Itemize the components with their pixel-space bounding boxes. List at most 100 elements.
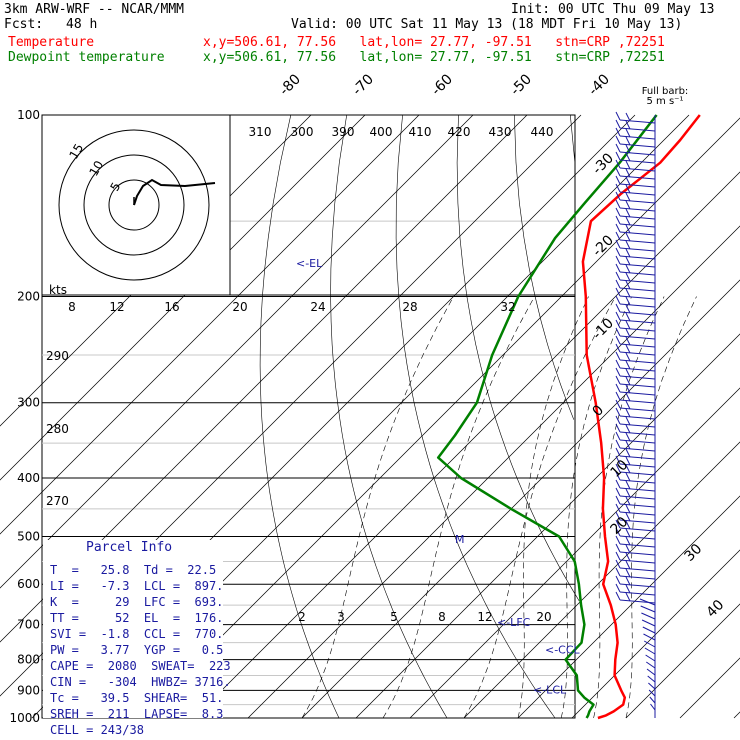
bearing-label: 280 (46, 422, 69, 436)
wind-scale-label: kts (49, 283, 67, 297)
moist-adiabat-line (625, 296, 697, 719)
isotherm-label: 40 (704, 597, 728, 621)
moist-adiabat-line (301, 296, 454, 719)
isotherm-label: -40 (586, 71, 613, 98)
wind-scale-label: 28 (402, 300, 417, 314)
wind-barb (615, 343, 656, 356)
wind-barb (615, 151, 656, 164)
isotherm-line (0, 114, 420, 535)
wind-barb (615, 215, 656, 228)
wind-scale-label: 20 (232, 300, 247, 314)
parcel-info-row: SREH = 211 LAPSE= 8.3 (50, 707, 224, 721)
wind-barb (615, 415, 656, 428)
wind-barb (615, 471, 656, 484)
wind-barb (615, 175, 656, 188)
wind-scale-label: 8 (68, 300, 76, 314)
wind-barb (615, 391, 656, 404)
wind-barb (643, 640, 656, 648)
wind-barb (615, 231, 656, 244)
wind-barb (615, 567, 656, 580)
wind-barb (615, 271, 656, 284)
dry-adiabat-line (330, 114, 448, 719)
wind-barb (615, 239, 656, 252)
wind-barb (615, 207, 656, 220)
wind-barb (615, 583, 656, 596)
wind-barb (615, 455, 656, 468)
wind-barb (615, 487, 656, 500)
pressure-label: 500 (17, 529, 40, 543)
wind-barb (615, 479, 656, 492)
wind-barb (615, 367, 656, 380)
isotherm-line (139, 117, 740, 719)
temperature-legend-info: x,y=506.61, 77.56 lat,lon= 27.77, -97.51… (203, 35, 665, 50)
isotherm-label: -50 (508, 71, 535, 98)
wind-barb (615, 119, 656, 132)
wind-barb (615, 327, 656, 340)
hodograph-ring-label: 10 (86, 158, 106, 178)
wind-barb (615, 407, 656, 420)
pressure-label: 400 (17, 471, 40, 485)
isotherm-line (517, 495, 740, 719)
moist-adiabat-line (593, 296, 665, 719)
wind-barb (615, 135, 656, 148)
isotherm-label: -70 (350, 71, 377, 98)
wind-scale-label: 24 (310, 300, 325, 314)
barb-legend-units: 5 m s⁻¹ (647, 96, 684, 107)
theta-label: 410 (409, 125, 432, 139)
theta-label: 440 (531, 125, 554, 139)
wind-scale-label: 32 (500, 300, 515, 314)
wind-barb (644, 647, 656, 655)
wind-barb (615, 167, 656, 180)
wind-barb (615, 431, 656, 444)
hodograph-ring (58, 129, 210, 281)
hodograph-ring (83, 154, 185, 256)
wind-barb (642, 626, 656, 634)
parcel-panel-bg (43, 540, 223, 718)
wind-barb (643, 633, 656, 641)
parcel-info-row: PW = 3.77 YGP = 0.5 (50, 643, 224, 657)
pressure-label: 100 (17, 108, 40, 122)
parcel-info-row: LI = -7.3 LCL = 897. (50, 579, 224, 593)
wind-barb (615, 399, 656, 412)
pressure-label: 1000 (9, 711, 40, 725)
wind-barb (647, 675, 656, 683)
isotherm-line (679, 657, 740, 719)
bearing-label: 290 (46, 349, 69, 363)
dry-adiabat-line (570, 114, 576, 163)
level-marker: <-LCL (533, 684, 567, 697)
temperature-profile (581, 114, 701, 720)
wind-barb (645, 654, 656, 662)
hodograph-ring-label: 15 (66, 141, 86, 161)
theta-label: 390 (332, 125, 355, 139)
wind-barb (649, 696, 656, 704)
hodograph-trace (133, 178, 216, 206)
pressure-label: 300 (17, 396, 40, 410)
parcel-info-row: SVI = -1.8 CCL = 770. (50, 627, 224, 641)
wind-barb (615, 295, 656, 308)
wind-barb (615, 223, 656, 236)
wind-barb (615, 559, 656, 572)
wind-barb (615, 375, 656, 388)
wind-barb (615, 503, 656, 516)
dewpoint-legend-label: Dewpoint temperature (8, 50, 165, 65)
mixing-ratio-label: 2 (298, 610, 306, 624)
dewpoint-profile (436, 114, 658, 719)
parcel-info-row: K = 29 LFC = 693. (50, 595, 224, 609)
theta-label: 300 (291, 125, 314, 139)
isotherm-label: -30 (590, 150, 617, 177)
level-marker: <-CCL (545, 644, 581, 657)
isotherm-label: 0 (590, 402, 608, 420)
isotherm-line (463, 441, 740, 719)
level-marker: <-LFC (497, 616, 531, 629)
wind-barb (615, 191, 656, 204)
level-marker: <-EL (296, 257, 323, 270)
parcel-info-row: CELL = 243/38 (50, 723, 144, 737)
theta-label: 400 (370, 125, 393, 139)
dry-adiabat-line (395, 114, 556, 719)
wind-barb (615, 383, 656, 396)
level-marker: M (455, 533, 465, 546)
parcel-info-row: CAPE = 2080 SWEAT= 223 (50, 659, 231, 673)
mixing-ratio-label: 20 (536, 610, 551, 624)
parcel-info-title: Parcel Info (86, 540, 173, 555)
